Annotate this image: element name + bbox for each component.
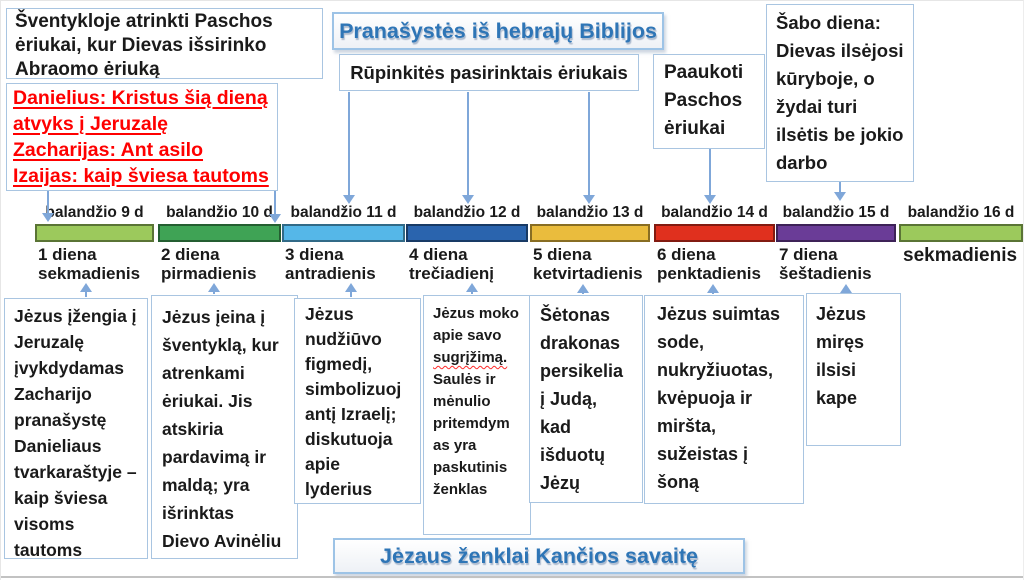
timeline-date: balandžio 9 d	[45, 204, 144, 221]
arrow-up-head	[80, 283, 92, 292]
timeline-segment-apr-13: balandžio 13 d 5 diena ketvirtadienis	[530, 203, 650, 283]
timeline-day-label: 7 diena šeštadienis	[779, 245, 872, 283]
timeline-segment-apr-9: balandžio 9 d 1 diena sekmadienis	[35, 203, 154, 283]
arrow-down-head	[834, 192, 846, 201]
timeline-day-label: 6 diena penktadienis	[657, 245, 761, 283]
day-1-note: Jėzus įžengia į Jeruzalę įvykdydamas Zac…	[4, 298, 148, 559]
day-7-note: Jėzus miręs ilsisi kape	[806, 293, 901, 446]
timeline-segment-apr-16: balandžio 16 d sekmadienis	[899, 203, 1023, 266]
timeline-bar	[776, 224, 896, 242]
day-4-text: Jėzus moko apie savo	[433, 305, 519, 344]
day-2-note: Jėzus įeina į šventyklą, kur atrenkami ė…	[151, 295, 298, 559]
timeline-date: balandžio 13 d	[536, 204, 644, 221]
footer-title: Jėzaus ženklai Kančios savaitę	[333, 538, 745, 574]
timeline-date: balandžio 15 d	[782, 204, 890, 221]
timeline-bar	[282, 224, 405, 242]
sabbath-note: Šabo diena: Dievas ilsėjosi kūryboje, o …	[766, 4, 914, 182]
timeline-date: balandžio 10 d	[166, 204, 273, 221]
timeline-segment-apr-11: balandžio 11 d 3 diena antradienis	[282, 203, 405, 283]
timeline-segment-apr-12: balandžio 12 d 4 diena trečiadienį	[406, 203, 528, 283]
timeline-day-label: sekmadienis	[903, 245, 1018, 266]
timeline-bar	[899, 224, 1023, 242]
day-4-text: Saulės ir mėnulio pritemdym as yra pasku…	[433, 371, 510, 498]
main-title: Pranašystės iš hebrajų Biblijos	[332, 12, 664, 50]
care-lambs-note: Rūpinkitės pasirinktais ėriukais	[339, 54, 639, 91]
arrow-up-head	[466, 283, 478, 292]
prophecy-list-note: Danielius: Kristus šią dieną atvyks į Je…	[6, 83, 278, 191]
timeline-day-label: 4 diena trečiadienį	[409, 245, 495, 283]
day-4-note: Jėzus moko apie savo sugrįžimą. Saulės i…	[423, 295, 531, 535]
arrow-up-head	[345, 283, 357, 292]
arrow-up-head	[577, 284, 589, 293]
timeline-bar	[530, 224, 650, 242]
timeline-segment-apr-10: balandžio 10 d 2 diena pirmadienis	[158, 203, 281, 283]
timeline-day-label: 1 diena sekmadienis	[38, 245, 141, 283]
timeline-day-label: 3 diena antradienis	[285, 245, 376, 283]
timeline-date: balandžio 16 d	[907, 204, 1015, 221]
timeline-day-label: 5 diena ketvirtadienis	[533, 245, 643, 283]
arrow-up-head	[840, 284, 852, 293]
timeline-bar	[406, 224, 528, 242]
timeline-date: balandžio 11 d	[290, 204, 397, 221]
temple-lambs-note: Šventykloje atrinkti Paschos ėriukai, ku…	[6, 8, 323, 79]
timeline-bar	[654, 224, 775, 242]
sacrifice-lambs-note: Paaukoti Paschos ėriukai	[653, 54, 765, 149]
timeline-segment-apr-15: balandžio 15 d 7 diena šeštadienis	[776, 203, 896, 283]
arrow-up-head	[707, 284, 719, 293]
timeline-date: balandžio 12 d	[413, 204, 521, 221]
timeline-day-label: 2 diena pirmadienis	[161, 245, 257, 283]
timeline-bar	[35, 224, 154, 242]
bottom-divider	[1, 576, 1023, 578]
day-3-note: Jėzus nudžiūvo figmedį, simbolizuoj antį…	[294, 298, 421, 504]
timeline-date: balandžio 14 d	[661, 204, 768, 221]
timeline-bar	[158, 224, 281, 242]
day-5-note: Šėtonas drakonas persikelia į Judą, kad …	[529, 295, 643, 503]
day-6-note: Jėzus suimtas sode, nukryžiuotas, kvėpuo…	[644, 295, 804, 504]
arrow-up-head	[208, 283, 220, 292]
day-4-spellcheck-word: sugrįžimą.	[433, 349, 508, 366]
timeline-segment-apr-14: balandžio 14 d 6 diena penktadienis	[654, 203, 775, 283]
